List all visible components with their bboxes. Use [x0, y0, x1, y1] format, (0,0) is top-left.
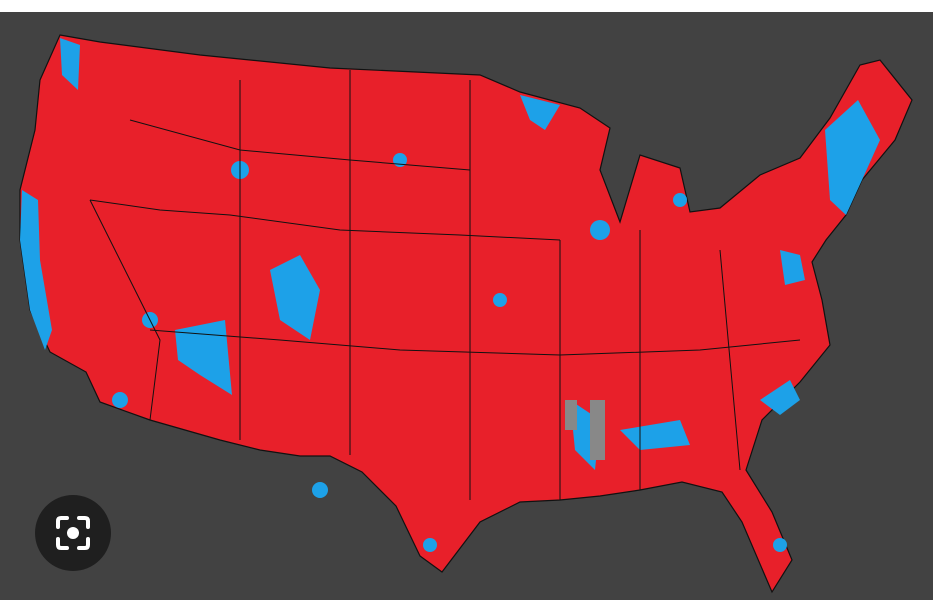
west-coast-region	[20, 190, 52, 350]
county	[673, 193, 687, 207]
county	[565, 400, 577, 430]
blackbelt-region	[620, 420, 690, 450]
mountain-region	[270, 255, 320, 340]
lens-button[interactable]	[35, 495, 111, 571]
county	[773, 538, 787, 552]
state-borders	[89, 70, 801, 500]
state-border	[89, 199, 561, 241]
county	[423, 538, 437, 552]
state-border	[129, 119, 471, 171]
lens-icon-center	[67, 527, 79, 539]
county	[590, 400, 605, 460]
county	[112, 392, 128, 408]
state-border	[239, 70, 471, 500]
southwest-region	[175, 320, 232, 395]
county	[493, 293, 507, 307]
top-bar	[0, 0, 933, 12]
lens-icon-frame	[56, 516, 90, 550]
us-county-map	[19, 34, 913, 594]
state-border	[89, 199, 161, 421]
mid-atlantic-region	[780, 250, 805, 285]
northeast-region	[825, 100, 880, 215]
northwest-region	[60, 38, 80, 90]
north-region	[520, 95, 560, 130]
county	[312, 482, 328, 498]
state-border	[559, 230, 741, 500]
blue-counties	[20, 38, 880, 552]
county	[590, 220, 610, 240]
state-border	[149, 329, 801, 356]
coast-region	[760, 380, 800, 415]
gray-counties	[565, 400, 605, 460]
